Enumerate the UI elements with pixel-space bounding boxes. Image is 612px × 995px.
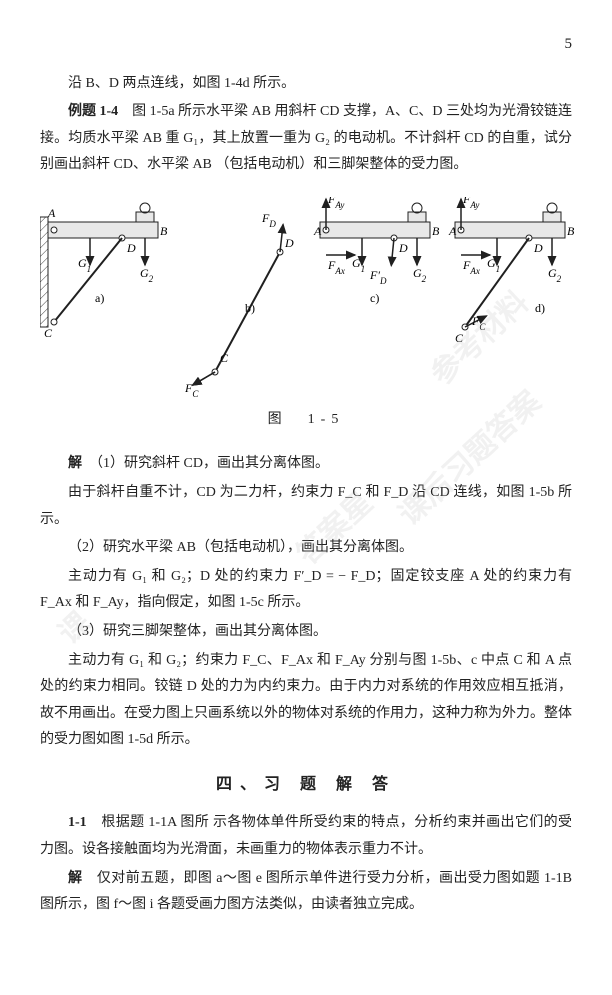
svg-text:A: A bbox=[313, 224, 322, 238]
exercise-num: 1-1 bbox=[68, 815, 87, 830]
svg-text:D: D bbox=[284, 236, 294, 250]
svg-text:G1: G1 bbox=[352, 256, 365, 274]
svg-text:G2: G2 bbox=[548, 266, 562, 284]
svg-text:C: C bbox=[455, 331, 464, 345]
sol-p2-body: 主动力有 G₁ 和 G₂；D 处的约束力 F′_D = − F_D；固定铰支座 … bbox=[40, 564, 572, 617]
solution-line-1: 解 （1）研究斜杆 CD，画出其分离体图。 bbox=[40, 451, 572, 478]
subfigure-c: A B D FAy FAx G1 G2 F′D c) bbox=[313, 197, 440, 305]
exercise-body: 根据题 1-1A 图所 示各物体单件所受约束的特点，分析约束并画出它们的受力图。… bbox=[40, 815, 572, 857]
svg-text:b): b) bbox=[245, 301, 255, 315]
svg-text:d): d) bbox=[535, 301, 545, 315]
svg-text:FAx: FAx bbox=[327, 258, 345, 276]
figure-caption: 图 1-5 bbox=[40, 407, 572, 434]
answer-label: 解 bbox=[68, 871, 82, 886]
exercise-answer: 解 仅对前五题，即图 a～图 e 图所示单件进行受力分析，画出受力图如题 1-1… bbox=[40, 866, 572, 919]
solution-label: 解 bbox=[68, 456, 82, 471]
svg-text:G2: G2 bbox=[140, 266, 154, 284]
svg-text:A: A bbox=[47, 206, 56, 220]
subfigure-d: A B D FAy FAx G1 G2 FC C d) bbox=[448, 197, 575, 345]
svg-text:B: B bbox=[567, 224, 575, 238]
page-number: 5 bbox=[40, 30, 572, 59]
example-title: 例题 1-4 bbox=[68, 104, 118, 119]
subfigure-b: D C FD FC b) bbox=[184, 211, 294, 397]
sol-p1-head: （1）研究斜杆 CD，画出其分离体图。 bbox=[96, 456, 329, 471]
answer-body: 仅对前五题，即图 a～图 e 图所示单件进行受力分析，画出受力图如题 1-1B … bbox=[40, 871, 572, 913]
svg-text:G1: G1 bbox=[487, 256, 500, 274]
example-body: 图 1-5a 所示水平梁 AB 用斜杆 CD 支撑，A、C、D 三处均为光滑铰链… bbox=[40, 104, 572, 172]
svg-text:c): c) bbox=[370, 291, 379, 305]
sol-p2-head: （2）研究水平梁 AB（包括电动机），画出其分离体图。 bbox=[40, 535, 572, 562]
svg-text:D: D bbox=[533, 241, 543, 255]
svg-text:G2: G2 bbox=[413, 266, 427, 284]
svg-text:D: D bbox=[398, 241, 408, 255]
exercise-paragraph: 1-1 根据题 1-1A 图所 示各物体单件所受约束的特点，分析约束并画出它们的… bbox=[40, 810, 572, 863]
svg-text:C: C bbox=[44, 326, 53, 340]
svg-text:FAy: FAy bbox=[327, 197, 344, 210]
svg-text:C: C bbox=[220, 351, 229, 365]
section-title: 四、习 题 解 答 bbox=[40, 770, 572, 800]
svg-text:D: D bbox=[126, 241, 136, 255]
svg-text:a): a) bbox=[95, 291, 104, 305]
sol-p1-body: 由于斜杆自重不计，CD 为二力杆，约束力 F_C 和 F_D 沿 CD 连线，如… bbox=[40, 480, 572, 533]
subfigure-a: A B C D G1 G2 a) bbox=[40, 203, 168, 340]
figure-1-5: A B C D G1 G2 a) D C FD FC b) bbox=[40, 197, 572, 397]
svg-text:FAx: FAx bbox=[462, 258, 480, 276]
svg-text:B: B bbox=[432, 224, 440, 238]
svg-text:G1: G1 bbox=[78, 256, 91, 274]
svg-text:A: A bbox=[448, 224, 457, 238]
svg-text:B: B bbox=[160, 224, 168, 238]
example-paragraph: 例题 1-4 图 1-5a 所示水平梁 AB 用斜杆 CD 支撑，A、C、D 三… bbox=[40, 99, 572, 179]
intro-line: 沿 B、D 两点连线，如图 1-4d 所示。 bbox=[40, 71, 572, 98]
sol-p3-head: （3）研究三脚架整体，画出其分离体图。 bbox=[40, 619, 572, 646]
svg-text:F′D: F′D bbox=[369, 268, 387, 286]
sol-p3-body: 主动力有 G₁ 和 G₂；约束力 F_C、F_Ax 和 F_Ay 分别与图 1-… bbox=[40, 648, 572, 754]
svg-text:FD: FD bbox=[261, 211, 276, 229]
svg-text:FAy: FAy bbox=[462, 197, 479, 210]
